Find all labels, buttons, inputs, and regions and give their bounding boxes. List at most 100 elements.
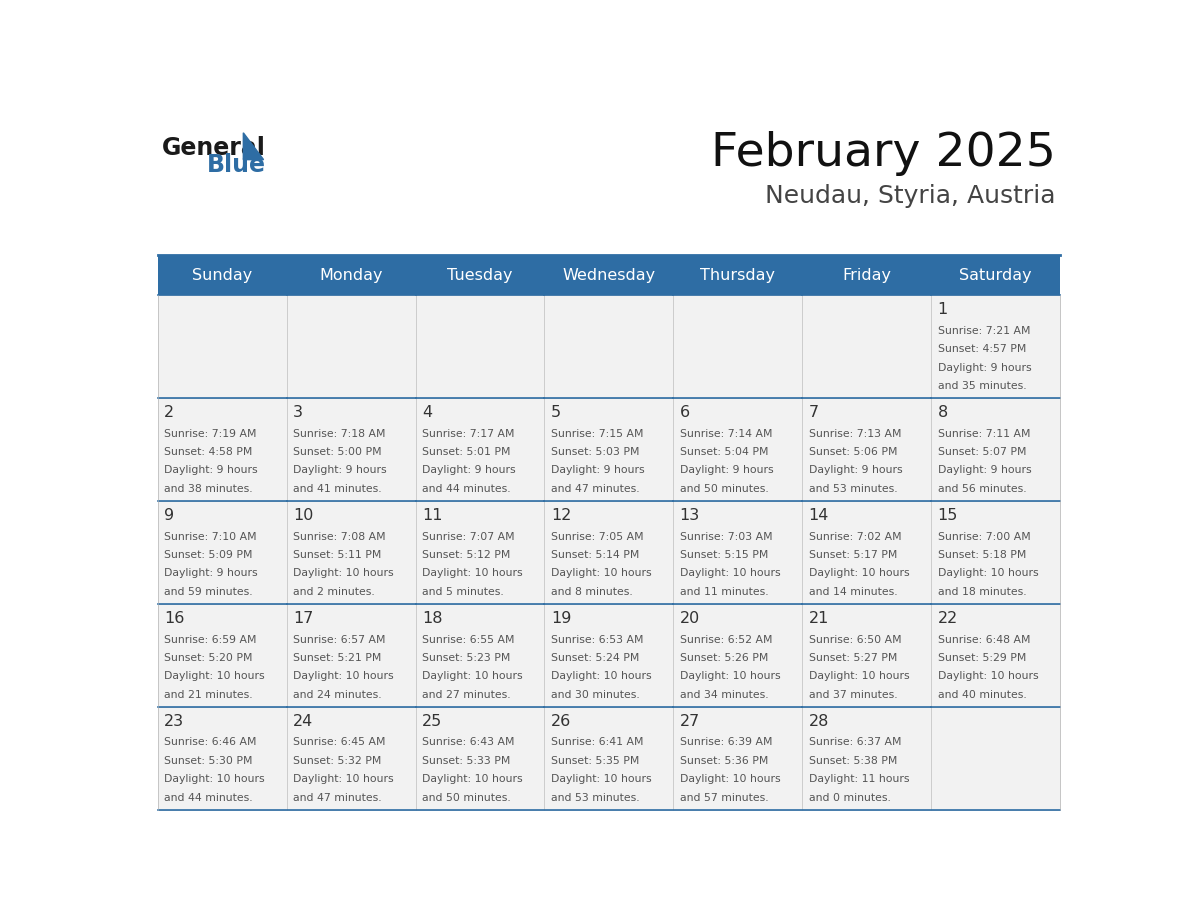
Text: 22: 22: [937, 611, 958, 626]
Bar: [286, 501, 416, 604]
Bar: [931, 707, 1060, 810]
Text: and 47 minutes.: and 47 minutes.: [293, 792, 381, 802]
Text: Sunset: 5:18 PM: Sunset: 5:18 PM: [937, 550, 1026, 560]
Text: Daylight: 9 hours: Daylight: 9 hours: [293, 465, 386, 476]
Text: Sunrise: 6:46 AM: Sunrise: 6:46 AM: [164, 737, 257, 747]
Text: 2: 2: [164, 406, 175, 420]
Text: and 5 minutes.: and 5 minutes.: [422, 587, 504, 597]
Text: 9: 9: [164, 509, 175, 523]
Text: 13: 13: [680, 509, 700, 523]
Bar: [544, 296, 674, 398]
Text: Sunset: 5:33 PM: Sunset: 5:33 PM: [422, 756, 511, 766]
Bar: [286, 604, 416, 707]
Text: Sunset: 5:01 PM: Sunset: 5:01 PM: [422, 447, 511, 457]
Text: Sunset: 5:38 PM: Sunset: 5:38 PM: [809, 756, 897, 766]
Text: Tuesday: Tuesday: [447, 268, 513, 283]
Bar: [802, 604, 931, 707]
Text: and 34 minutes.: and 34 minutes.: [680, 689, 769, 700]
Text: and 53 minutes.: and 53 minutes.: [809, 484, 897, 494]
Text: Sunrise: 6:39 AM: Sunrise: 6:39 AM: [680, 737, 772, 747]
Text: and 50 minutes.: and 50 minutes.: [422, 792, 511, 802]
Text: Wednesday: Wednesday: [562, 268, 656, 283]
Text: 20: 20: [680, 611, 700, 626]
Text: Monday: Monday: [320, 268, 383, 283]
Text: Sunset: 5:17 PM: Sunset: 5:17 PM: [809, 550, 897, 560]
Text: 17: 17: [293, 611, 314, 626]
Text: 1: 1: [937, 302, 948, 318]
Text: 27: 27: [680, 714, 700, 729]
Text: Sunset: 5:26 PM: Sunset: 5:26 PM: [680, 653, 769, 663]
Text: Daylight: 10 hours: Daylight: 10 hours: [551, 671, 651, 681]
Text: Saturday: Saturday: [959, 268, 1032, 283]
Text: 16: 16: [164, 611, 184, 626]
Text: Daylight: 9 hours: Daylight: 9 hours: [937, 465, 1031, 476]
Text: Sunset: 5:27 PM: Sunset: 5:27 PM: [809, 653, 897, 663]
Text: Sunset: 5:29 PM: Sunset: 5:29 PM: [937, 653, 1026, 663]
Text: February 2025: February 2025: [710, 131, 1055, 176]
Text: Daylight: 10 hours: Daylight: 10 hours: [293, 568, 393, 578]
Text: 10: 10: [293, 509, 314, 523]
Text: 18: 18: [422, 611, 442, 626]
Bar: [416, 255, 544, 296]
Bar: [931, 501, 1060, 604]
Text: Daylight: 10 hours: Daylight: 10 hours: [293, 671, 393, 681]
Text: Neudau, Styria, Austria: Neudau, Styria, Austria: [765, 185, 1055, 208]
Text: Sunrise: 7:03 AM: Sunrise: 7:03 AM: [680, 532, 772, 542]
Text: Daylight: 10 hours: Daylight: 10 hours: [937, 568, 1038, 578]
Text: Thursday: Thursday: [700, 268, 776, 283]
Bar: [158, 604, 286, 707]
Text: Sunrise: 6:57 AM: Sunrise: 6:57 AM: [293, 634, 386, 644]
Text: Sunset: 5:24 PM: Sunset: 5:24 PM: [551, 653, 639, 663]
Bar: [674, 296, 802, 398]
Text: Daylight: 11 hours: Daylight: 11 hours: [809, 774, 909, 784]
Text: and 37 minutes.: and 37 minutes.: [809, 689, 897, 700]
Text: Sunrise: 6:41 AM: Sunrise: 6:41 AM: [551, 737, 644, 747]
Text: 23: 23: [164, 714, 184, 729]
Text: 19: 19: [551, 611, 571, 626]
Bar: [931, 604, 1060, 707]
Text: and 59 minutes.: and 59 minutes.: [164, 587, 253, 597]
Bar: [931, 255, 1060, 296]
Bar: [931, 296, 1060, 398]
Text: and 40 minutes.: and 40 minutes.: [937, 689, 1026, 700]
Text: and 35 minutes.: and 35 minutes.: [937, 381, 1026, 391]
Text: and 14 minutes.: and 14 minutes.: [809, 587, 897, 597]
Bar: [416, 296, 544, 398]
Text: 25: 25: [422, 714, 442, 729]
Bar: [158, 398, 286, 501]
Text: 12: 12: [551, 509, 571, 523]
Text: 14: 14: [809, 509, 829, 523]
Bar: [158, 707, 286, 810]
Text: Sunset: 5:06 PM: Sunset: 5:06 PM: [809, 447, 897, 457]
Text: Sunset: 5:04 PM: Sunset: 5:04 PM: [680, 447, 769, 457]
Bar: [416, 707, 544, 810]
Text: Daylight: 9 hours: Daylight: 9 hours: [551, 465, 644, 476]
Text: and 50 minutes.: and 50 minutes.: [680, 484, 769, 494]
Text: Sunrise: 7:14 AM: Sunrise: 7:14 AM: [680, 429, 772, 439]
Text: Sunrise: 7:21 AM: Sunrise: 7:21 AM: [937, 326, 1030, 336]
Bar: [802, 255, 931, 296]
Text: Sunrise: 7:15 AM: Sunrise: 7:15 AM: [551, 429, 644, 439]
Text: Daylight: 10 hours: Daylight: 10 hours: [551, 568, 651, 578]
Text: Sunrise: 7:19 AM: Sunrise: 7:19 AM: [164, 429, 257, 439]
Text: Sunset: 5:20 PM: Sunset: 5:20 PM: [164, 653, 253, 663]
Bar: [674, 501, 802, 604]
Text: Daylight: 10 hours: Daylight: 10 hours: [422, 568, 523, 578]
Bar: [158, 296, 286, 398]
Text: Sunrise: 6:52 AM: Sunrise: 6:52 AM: [680, 634, 772, 644]
Text: Sunset: 5:12 PM: Sunset: 5:12 PM: [422, 550, 511, 560]
Text: Daylight: 10 hours: Daylight: 10 hours: [937, 671, 1038, 681]
Text: General: General: [163, 136, 266, 160]
Text: 21: 21: [809, 611, 829, 626]
Text: Sunrise: 7:11 AM: Sunrise: 7:11 AM: [937, 429, 1030, 439]
Text: 24: 24: [293, 714, 314, 729]
Text: Sunset: 5:14 PM: Sunset: 5:14 PM: [551, 550, 639, 560]
Text: Sunset: 5:32 PM: Sunset: 5:32 PM: [293, 756, 381, 766]
Bar: [416, 501, 544, 604]
Text: 28: 28: [809, 714, 829, 729]
Text: and 44 minutes.: and 44 minutes.: [422, 484, 511, 494]
Text: Daylight: 9 hours: Daylight: 9 hours: [422, 465, 516, 476]
Text: Sunrise: 7:13 AM: Sunrise: 7:13 AM: [809, 429, 902, 439]
Text: Sunset: 4:57 PM: Sunset: 4:57 PM: [937, 344, 1026, 354]
Polygon shape: [244, 133, 264, 160]
